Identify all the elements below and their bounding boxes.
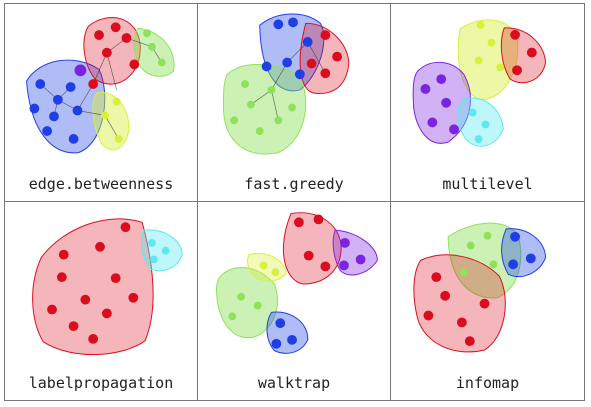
network-plot — [32, 218, 183, 356]
panel-label: walktrap — [257, 374, 331, 392]
network-plot — [222, 13, 350, 155]
community-detection-grid: edge.betweenness fast.greedy — [4, 3, 585, 401]
panel-label: infomap — [455, 374, 520, 392]
panel-walktrap: walktrap — [198, 202, 391, 400]
network-plot — [215, 212, 378, 354]
panel-infomap: infomap — [391, 202, 584, 400]
panel-label: labelpropagation — [28, 374, 174, 392]
panel-label: edge.betweenness — [28, 175, 174, 193]
network-plot — [26, 17, 175, 154]
panel-labelpropagation: labelpropagation — [5, 202, 198, 400]
network-plot — [412, 19, 547, 147]
panel-fast-greedy: fast.greedy — [198, 4, 391, 202]
panel-label: fast.greedy — [244, 175, 344, 193]
panel-edge-betweenness: edge.betweenness — [5, 4, 198, 202]
panel-label: multilevel — [442, 175, 533, 193]
network-plot — [413, 222, 547, 353]
panel-multilevel: multilevel — [391, 4, 584, 202]
